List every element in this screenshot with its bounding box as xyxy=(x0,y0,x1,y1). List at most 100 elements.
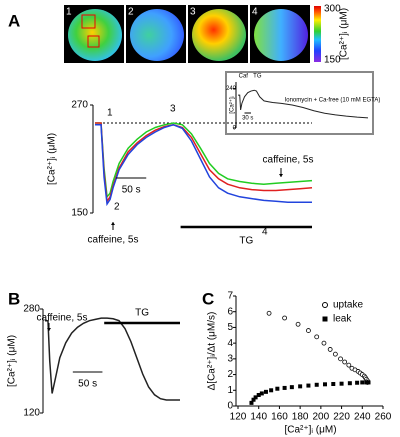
point xyxy=(266,310,272,316)
y-tick-label: 270 xyxy=(71,100,88,111)
tg-label: TG xyxy=(239,236,253,247)
trace xyxy=(45,317,180,401)
x-tick-label: 240 xyxy=(354,412,371,423)
scale-bar-label: 30 s xyxy=(242,116,253,122)
point xyxy=(355,380,360,385)
y-tick-label: 120 xyxy=(23,408,40,419)
point xyxy=(346,362,352,368)
cell xyxy=(254,9,308,61)
y-tick-label: 5 xyxy=(227,322,233,333)
image-label: 4 xyxy=(252,7,258,18)
stimulus-label: caffeine, 5s xyxy=(263,155,314,166)
point xyxy=(360,380,365,385)
point xyxy=(251,397,256,402)
point xyxy=(256,393,261,397)
y-tick-label: 0 xyxy=(233,126,237,132)
point xyxy=(338,356,343,362)
arrow-head xyxy=(111,222,115,225)
legend-label: leak xyxy=(333,314,352,325)
image-label: 1 xyxy=(66,7,72,18)
point xyxy=(275,386,280,391)
cell xyxy=(192,9,246,61)
x-tick-label: 120 xyxy=(230,412,247,423)
scale-bar-label: 50 s xyxy=(122,185,141,196)
point xyxy=(298,384,303,389)
y-axis-label: [Ca²⁺]ᵢ (μM) xyxy=(7,335,18,387)
trace xyxy=(238,89,369,119)
x-axis-label: [Ca²⁺]ᵢ (μM) xyxy=(284,425,336,436)
image-label: 2 xyxy=(128,7,134,18)
y-tick-label: 280 xyxy=(23,304,40,315)
roi xyxy=(81,14,96,29)
y-tick-label: 4 xyxy=(227,338,233,349)
point xyxy=(323,382,327,387)
x-tick-label: 200 xyxy=(313,412,330,423)
point xyxy=(314,382,319,387)
y-axis-label: [Ca²⁺]ᵢ (μM) xyxy=(47,133,58,185)
cell xyxy=(130,9,184,61)
y-tick-label: 7 xyxy=(227,291,233,302)
y-tick-label: 6 xyxy=(227,306,233,317)
colorbar-tick-label: 150 xyxy=(324,55,341,66)
y-tick-label: 0 xyxy=(227,401,233,412)
x-tick-label: 160 xyxy=(271,412,288,423)
point xyxy=(282,385,287,390)
point xyxy=(259,391,264,396)
point xyxy=(331,382,336,386)
point-label: 1 xyxy=(107,108,113,119)
images xyxy=(64,5,321,63)
annotation: TG xyxy=(253,74,262,80)
panel-label: A xyxy=(8,11,20,30)
panel-label: B xyxy=(8,289,20,308)
x-tick-label: 140 xyxy=(250,412,267,423)
legend-label: uptake xyxy=(333,300,363,311)
y-axis-label: [Ca²⁺]ᵢ xyxy=(229,96,236,113)
y-axis-label: Δ[Ca²⁺]ᵢ/Δt (μM/s) xyxy=(207,312,218,391)
point xyxy=(314,334,320,340)
legend-marker xyxy=(322,302,328,308)
y-tick-label: 3 xyxy=(227,353,233,364)
x-tick-label: 220 xyxy=(333,412,350,423)
point xyxy=(327,347,333,352)
x-tick-label: 180 xyxy=(292,412,309,423)
point xyxy=(263,389,268,394)
y-tick-label: 240 xyxy=(226,86,237,92)
colorbar-tick-label: 300 xyxy=(324,4,341,15)
roi xyxy=(87,35,100,48)
point xyxy=(332,351,338,357)
point-label: 4 xyxy=(262,227,268,238)
point-label: 3 xyxy=(170,104,176,115)
stimulus-label: caffeine, 5s xyxy=(88,235,139,246)
point xyxy=(269,388,274,393)
colorbar xyxy=(314,6,321,62)
arrow-head xyxy=(279,174,283,177)
point xyxy=(321,340,327,346)
x-tick-label: 260 xyxy=(375,412,392,423)
trace xyxy=(95,124,312,207)
arrow-head xyxy=(47,328,51,331)
point xyxy=(282,315,288,321)
point xyxy=(342,359,348,365)
point xyxy=(366,380,371,385)
point xyxy=(364,380,369,385)
y-tick-label: 2 xyxy=(227,369,233,380)
y-tick-label: 150 xyxy=(71,208,88,219)
annotation: Ionomycin + Ca-free (10 mM EGTA) xyxy=(285,98,381,104)
scale-bar-label: 50 s xyxy=(78,379,97,390)
point xyxy=(306,383,311,388)
tg-label: TG xyxy=(135,308,149,319)
point-label: 2 xyxy=(114,202,120,213)
legend-marker xyxy=(322,316,328,322)
point xyxy=(306,328,311,333)
point xyxy=(253,395,258,400)
point xyxy=(249,400,254,405)
image-label: 3 xyxy=(190,7,196,18)
trace xyxy=(95,122,313,199)
colorbar-label: [Ca²⁺]ᵢ (μM) xyxy=(339,8,350,60)
point xyxy=(347,381,352,386)
stimulus-label: caffeine, 5s xyxy=(37,313,88,324)
annotation: Caf xyxy=(239,74,249,80)
point xyxy=(289,385,294,390)
panel-label: C xyxy=(202,289,214,308)
